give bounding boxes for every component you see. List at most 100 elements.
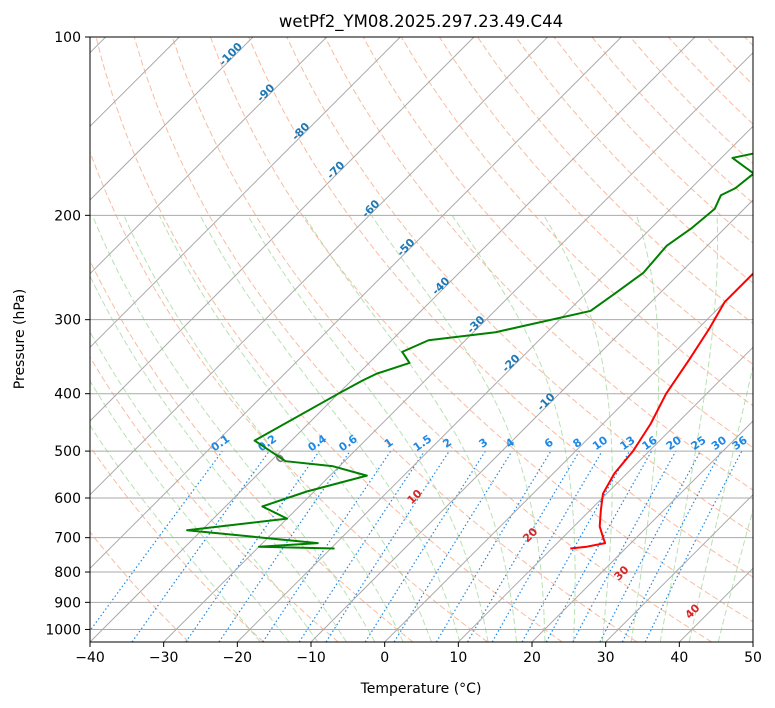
isotherm-line (90, 37, 401, 349)
dry-adiabat-label: -60 (359, 197, 382, 220)
mixing-ratio-line (521, 450, 631, 642)
sounding-profiles (186, 152, 753, 550)
chart-title: wetPf2_YM08.2025.297.23.49.C44 (279, 12, 563, 32)
x-tick-label: 0 (380, 650, 389, 666)
y-tick-label: 600 (54, 491, 81, 507)
dry-adiabat (90, 356, 339, 642)
mixing-ratio-label: 25 (689, 434, 709, 453)
y-tick-label: 500 (54, 444, 81, 460)
moist-adiabat (688, 363, 753, 642)
y-tick-label: 700 (54, 531, 81, 547)
x-tick-label: −40 (75, 650, 105, 666)
isotherm-line (310, 199, 753, 642)
mixing-ratio-line (298, 450, 425, 642)
dry-adiabat (439, 37, 753, 366)
mixing-ratio-label: 8 (571, 436, 585, 451)
mixing-ratio-line (435, 450, 552, 642)
y-tick-label: 300 (54, 313, 81, 329)
y-tick-label: 900 (54, 595, 81, 611)
mixing-ratio-line (393, 450, 513, 642)
mixing-ratio-label: 10 (590, 433, 610, 453)
isotherm-line (457, 346, 753, 642)
mixing-ratio-line (185, 450, 320, 642)
moist-adiabat-label: 40 (683, 601, 703, 621)
mixing-ratio-line (466, 450, 580, 642)
moist-adiabat (659, 215, 719, 642)
moist-adiabat (303, 215, 518, 642)
dry-adiabat (90, 531, 190, 642)
mixing-ratio-line (545, 450, 653, 642)
dry-adiabat (515, 37, 753, 284)
dry-adiabat (400, 37, 753, 407)
moist-adiabat (370, 215, 546, 642)
dry-adiabat-label: -40 (429, 274, 452, 297)
moist-adiabat (91, 215, 376, 642)
mixing-ratio-line (90, 450, 223, 632)
x-tick-label: −10 (296, 650, 326, 666)
plot-frame (89, 36, 754, 643)
mixing-ratio-label: 1 (382, 436, 396, 451)
mixing-ratio-line (644, 450, 743, 642)
moist-adiabat (90, 424, 261, 642)
y-tick-label: 1000 (45, 622, 81, 638)
isotherm-line (384, 272, 753, 642)
dry-adiabat (591, 37, 753, 204)
temperature-profile-line (570, 272, 753, 550)
moist-adiabat (90, 380, 290, 642)
mixing-ratio-line (262, 450, 392, 642)
mixing-ratio-line (131, 450, 270, 642)
dry-adiabat (133, 37, 638, 642)
x-tick-label: −30 (149, 650, 179, 666)
mixing-ratio-line (325, 450, 450, 642)
isotherm-line (90, 37, 622, 570)
moist-adiabat (199, 215, 461, 642)
x-tick-label: 20 (523, 650, 541, 666)
mixing-ratio-line (218, 450, 351, 642)
isotherm-line (90, 37, 328, 275)
isotherm-line (531, 420, 753, 642)
y-tick-label: 400 (54, 387, 81, 403)
y-axis-title: Pressure (hPa) (12, 289, 28, 389)
moist-adiabat (543, 215, 613, 642)
mixing-ratio-label: 36 (730, 433, 750, 453)
isotherm-line (236, 125, 753, 642)
dry-adiabat-label: -50 (394, 236, 417, 259)
isotherm-line (752, 641, 753, 642)
mixing-ratio-label: 2 (440, 436, 454, 451)
x-tick-label: 30 (597, 650, 615, 666)
dry-adiabat (706, 37, 753, 86)
dewpoint-profile-line (186, 152, 753, 550)
x-tick-label: 10 (449, 650, 467, 666)
dry-adiabat (210, 37, 753, 623)
dry-adiabat-label: -20 (499, 352, 522, 375)
moist-adiabat (90, 330, 319, 642)
moist-adiabat (158, 215, 432, 642)
mixing-ratio-line (572, 450, 677, 642)
x-tick-label: 40 (670, 650, 688, 666)
isotherm-line (678, 567, 753, 642)
dry-adiabat (744, 37, 753, 47)
dry-adiabat (90, 150, 488, 642)
isotherm-line (90, 37, 549, 496)
moist-adiabat (717, 507, 753, 642)
moist-adiabat (90, 274, 347, 642)
y-tick-label: 100 (54, 30, 81, 46)
y-tick-label: 800 (54, 565, 81, 581)
moist-adiabat (451, 215, 576, 642)
moist-adiabat-label: 10 (405, 487, 425, 507)
mixing-ratio-label: 30 (709, 433, 729, 453)
x-tick-label: −20 (223, 650, 253, 666)
moist-adiabat-label: 30 (612, 563, 632, 583)
moist-adiabat (247, 215, 489, 642)
x-axis-title: Temperature (°C) (360, 681, 482, 697)
dry-adiabat-label: -90 (254, 81, 277, 104)
x-tick-label: 50 (744, 650, 762, 666)
dry-adiabat (90, 445, 264, 642)
mixing-ratio-label: 3 (477, 436, 491, 451)
isotherm-line (90, 37, 696, 642)
dry-adiabat (248, 37, 753, 578)
moist-adiabat (123, 215, 404, 642)
mixing-ratio-label: 20 (664, 433, 684, 453)
isotherm-line (163, 51, 753, 642)
